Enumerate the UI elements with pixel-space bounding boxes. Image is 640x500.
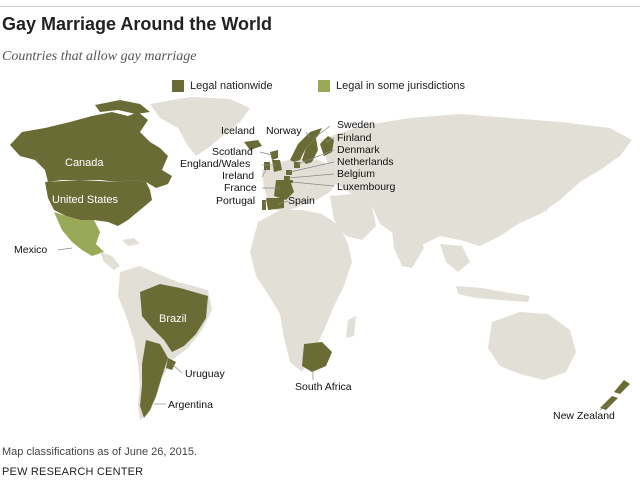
label-portugal: Portugal — [216, 195, 256, 207]
leader-portugal — [263, 200, 267, 206]
scotland-land — [270, 150, 278, 160]
greenland-land — [150, 97, 250, 156]
france-land — [274, 180, 294, 200]
arctic-islands — [95, 100, 150, 114]
spain-land — [266, 198, 284, 210]
leader-finland — [325, 137, 335, 143]
usa-land — [45, 180, 152, 226]
legend-swatch-some — [318, 80, 330, 92]
label-canada: Canada — [65, 157, 104, 169]
label-new-zealand: New Zealand — [553, 410, 615, 422]
leader-sweden — [313, 125, 331, 139]
label-france: France — [224, 182, 257, 194]
india-land — [392, 230, 424, 268]
belgium-land — [284, 176, 290, 180]
label-denmark: Denmark — [337, 144, 380, 156]
mexico-land — [54, 212, 104, 256]
map-title: Gay Marriage Around the World — [2, 14, 273, 34]
leader-scotland — [259, 151, 273, 156]
source-credit: PEW RESEARCH CENTER — [2, 466, 144, 478]
brazil-land — [140, 284, 208, 352]
africa-land — [250, 210, 352, 372]
label-uruguay: Uruguay — [185, 368, 225, 380]
caribbean-land — [122, 238, 140, 246]
leader-luxembourg — [291, 181, 335, 187]
label-finland: Finland — [337, 132, 372, 144]
norway-land — [290, 128, 322, 162]
label-netherlands: Netherlands — [337, 156, 394, 168]
legend-swatch-nationwide — [172, 80, 184, 92]
label-sweden: Sweden — [337, 119, 375, 131]
label-norway: Norway — [266, 125, 302, 137]
leader-lines — [57, 125, 611, 411]
australia-land — [488, 312, 576, 380]
leader-ireland — [261, 167, 268, 178]
netherlands-land — [286, 170, 292, 175]
label-ireland: Ireland — [222, 170, 255, 182]
top-rule — [0, 6, 640, 7]
label-argentina: Argentina — [168, 399, 213, 411]
world-map — [10, 97, 632, 420]
label-scotland: Scotland — [212, 146, 253, 158]
label-england-wales: England/Wales — [180, 158, 251, 170]
leader-norway — [305, 131, 311, 139]
label-south-africa: South Africa — [295, 381, 352, 393]
leader-uruguay — [171, 363, 183, 374]
map-subtitle: Countries that allow gay marriage — [2, 49, 197, 64]
leader-spain — [277, 200, 289, 205]
label-belgium: Belgium — [337, 168, 375, 180]
leader-new-zealand — [599, 403, 611, 411]
central-america-land — [100, 252, 120, 270]
leader-belgium — [287, 173, 335, 179]
canada-land — [10, 112, 172, 188]
denmark-land — [294, 162, 300, 168]
new-zealand-land — [614, 380, 630, 394]
argentina-land — [140, 340, 168, 418]
label-mexico: Mexico — [14, 244, 48, 256]
label-spain: Spain — [288, 195, 315, 207]
ireland-land — [264, 162, 270, 170]
asia-land — [320, 114, 632, 246]
iceland-land — [244, 140, 262, 150]
indonesia-land — [456, 286, 530, 302]
leader-mexico — [57, 247, 73, 251]
uruguay-land — [166, 358, 176, 370]
label-iceland: Iceland — [221, 125, 255, 137]
middle-east-land — [330, 194, 376, 240]
madagascar-land — [346, 316, 356, 338]
legend-label-nationwide: Legal nationwide — [190, 80, 273, 92]
label-united-states: United States — [52, 194, 119, 206]
japan-land — [538, 188, 552, 212]
legend-nationwide: Legal nationwide — [172, 80, 273, 92]
leader-denmark — [297, 149, 335, 165]
england-wales-land — [272, 160, 282, 172]
legend-some: Legal in some jurisdictions — [318, 80, 465, 92]
label-brazil: Brazil — [159, 313, 187, 325]
legend-label-some: Legal in some jurisdictions — [336, 80, 466, 92]
label-luxembourg: Luxembourg — [337, 181, 396, 193]
south-africa-land — [302, 342, 332, 372]
new-zealand-south — [600, 396, 618, 410]
leader-netherlands — [289, 161, 335, 173]
map-note: Map classifications as of June 26, 2015. — [2, 446, 198, 458]
southeast-asia-land — [440, 244, 470, 272]
